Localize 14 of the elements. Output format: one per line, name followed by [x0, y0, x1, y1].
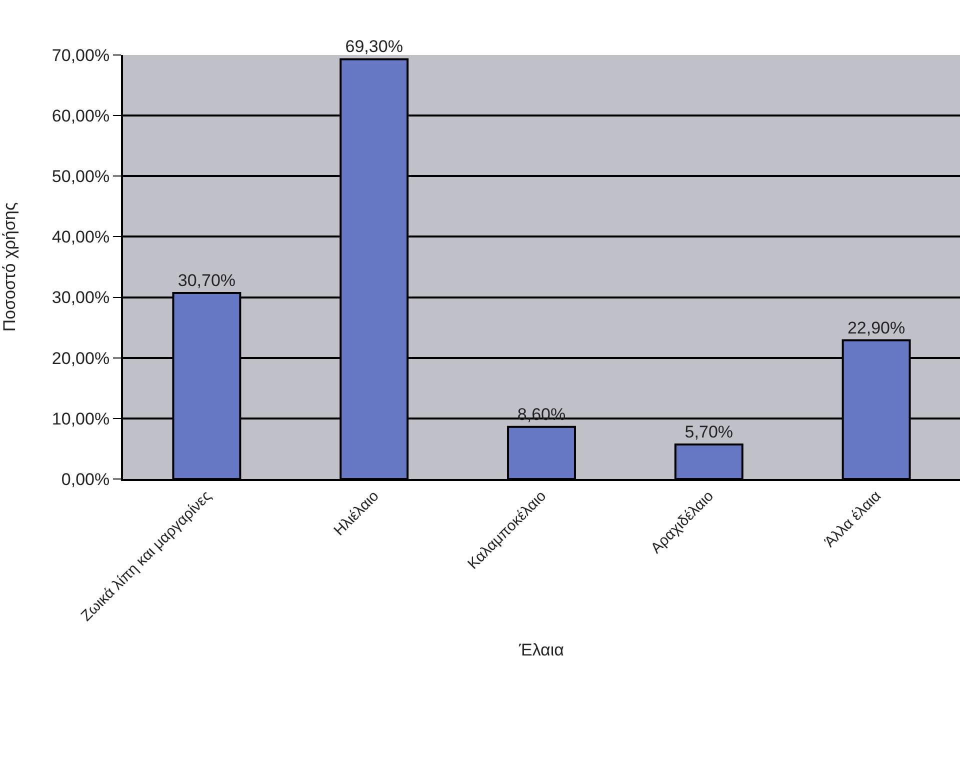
- y-tick-label: 30,00%: [52, 288, 110, 308]
- data-label: 5,70%: [684, 422, 733, 442]
- data-label: 69,30%: [345, 37, 403, 56]
- data-label: 30,70%: [178, 271, 236, 290]
- y-tick-label: 60,00%: [52, 106, 110, 126]
- y-axis-title: Ποσοστό χρήσης: [0, 202, 19, 332]
- y-tick-label: 40,00%: [52, 228, 110, 247]
- y-tick-label: 20,00%: [52, 348, 110, 368]
- y-tick-label: 0,00%: [61, 470, 110, 489]
- y-tick-label: 50,00%: [52, 167, 110, 186]
- y-tick-label: 70,00%: [52, 46, 110, 65]
- x-axis-title: Έλαια: [518, 640, 564, 660]
- y-tick-label: 10,00%: [52, 409, 110, 428]
- data-label: 22,90%: [847, 318, 906, 338]
